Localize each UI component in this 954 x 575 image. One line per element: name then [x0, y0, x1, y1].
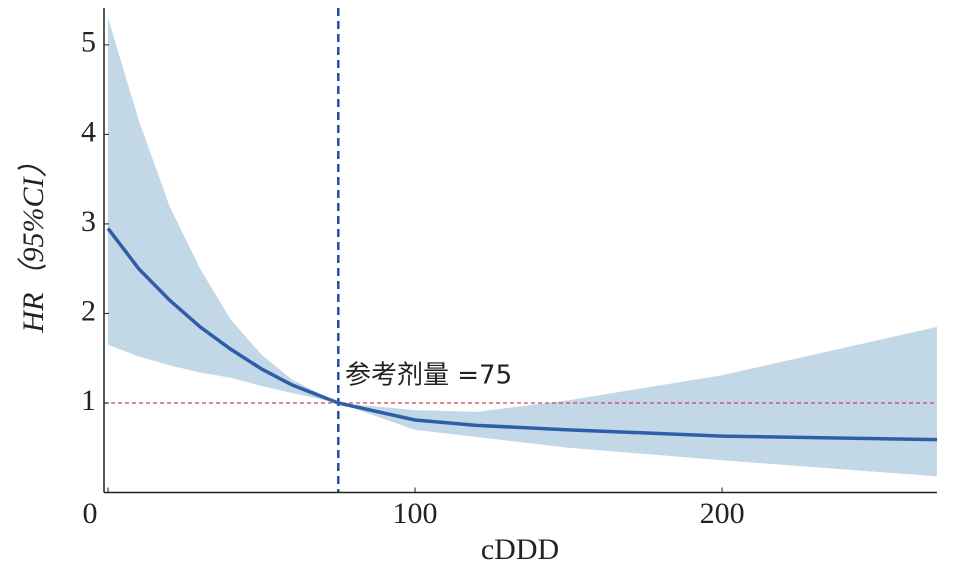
hr-line [106, 227, 938, 442]
y-tick-label: 1 [81, 384, 96, 417]
annotation: 参考剂量 =75 [345, 361, 512, 391]
ci-band [108, 18, 937, 477]
x-tick-label: 100 [393, 497, 438, 530]
x-axis-label: cDDD [481, 533, 559, 566]
y-tick-label: 3 [81, 205, 96, 238]
y-tick-label: 2 [81, 294, 96, 327]
y-tick-label: 4 [81, 115, 96, 148]
y-axis-label: HR（95%CI） [17, 148, 50, 334]
y-tick-label: 5 [81, 26, 96, 59]
x-tick-label: 0 [83, 497, 98, 530]
x-tick-label: 200 [700, 497, 745, 530]
